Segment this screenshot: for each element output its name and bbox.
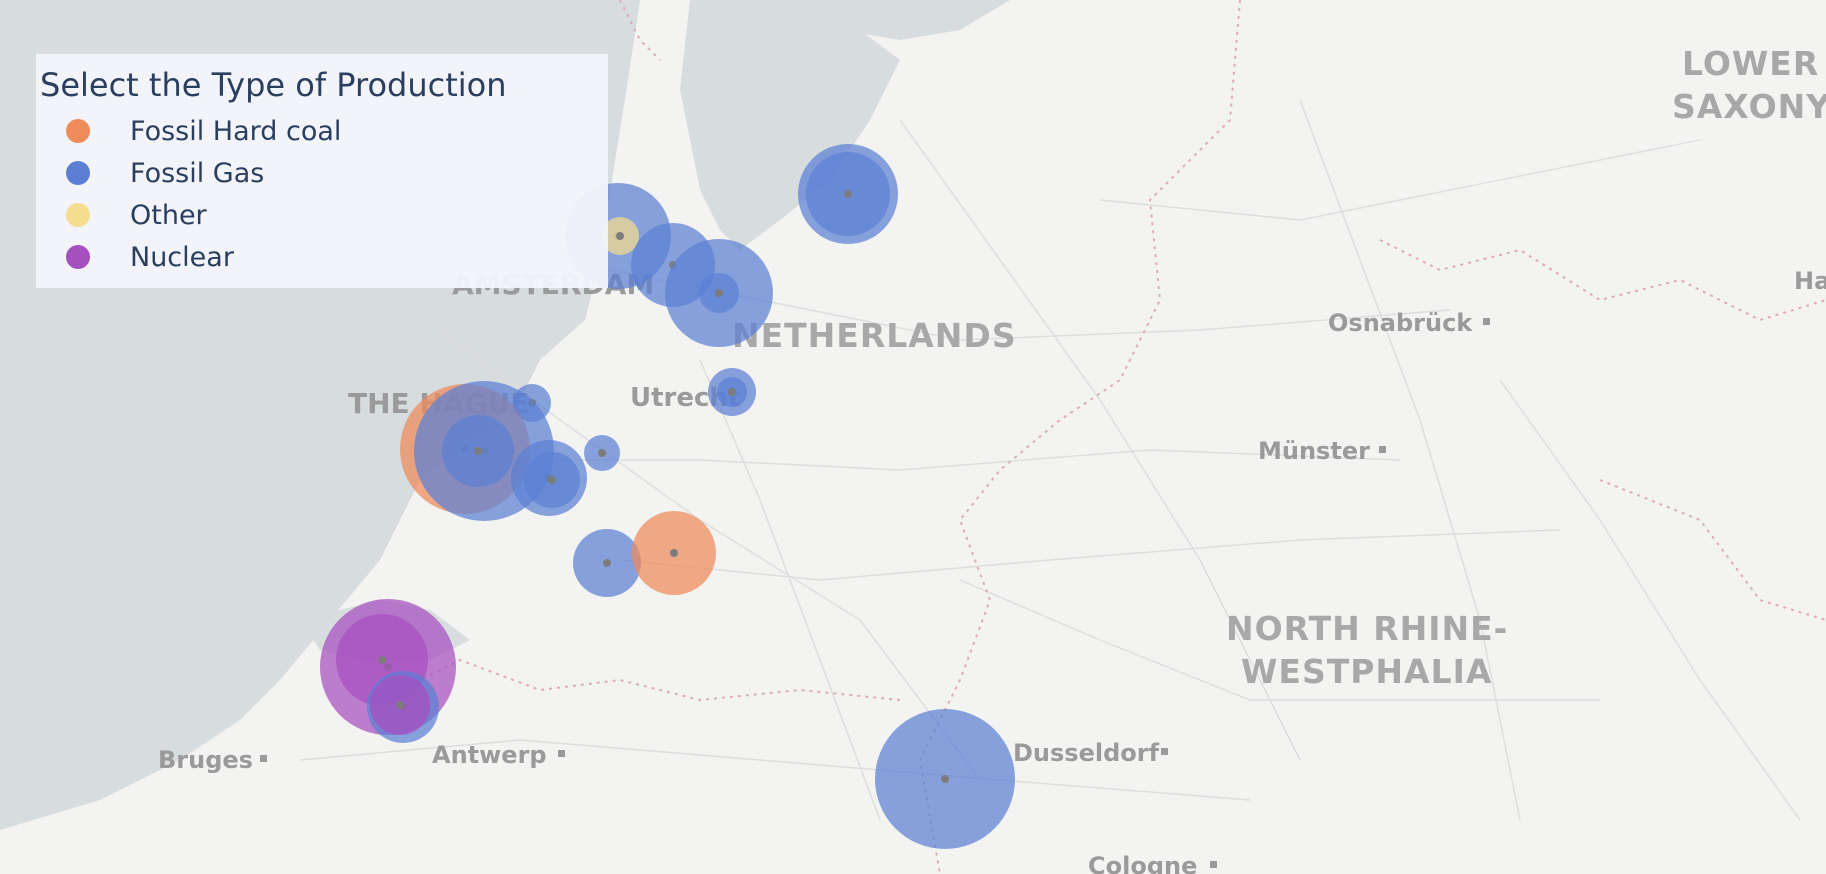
plant-marker-center-dot xyxy=(616,232,624,240)
legend-item-other[interactable]: Other xyxy=(40,194,608,236)
legend-swatch-nuclear xyxy=(66,245,90,269)
wadden xyxy=(770,0,1010,40)
city-dot-antwerp xyxy=(558,750,565,757)
plant-marker-center-dot xyxy=(728,388,736,396)
city-label-cologne: Cologne xyxy=(1088,852,1197,874)
legend-title: Select the Type of Production xyxy=(40,66,507,104)
ijsselmeer xyxy=(680,0,900,250)
country-label-netherlands: NETHERLANDS xyxy=(732,316,1017,355)
plant-marker-center-dot xyxy=(378,656,386,664)
plant-marker-center-dot xyxy=(598,449,606,457)
legend-swatch-fossil-gas xyxy=(66,161,90,185)
city-label-dusseldorf: Dusseldorf xyxy=(1013,739,1160,767)
legend-item-nuclear[interactable]: Nuclear xyxy=(40,236,608,278)
city-dot-osnabruck xyxy=(1483,318,1490,325)
region-label-nrw-2: WESTPHALIA xyxy=(1241,652,1492,691)
city-dot-bruges xyxy=(260,755,267,762)
plant-marker-center-dot xyxy=(548,476,556,484)
legend-label-nuclear: Nuclear xyxy=(130,241,234,273)
legend-label-other: Other xyxy=(130,199,207,231)
city-label-ha: Ha xyxy=(1794,267,1826,295)
legend-swatch-other xyxy=(66,203,90,227)
legend-item-fossil-gas[interactable]: Fossil Gas xyxy=(40,152,608,194)
plant-marker-center-dot xyxy=(396,701,404,709)
borders xyxy=(379,0,1826,874)
region-label-lower-saxony-1: LOWER xyxy=(1682,44,1819,83)
plant-markers[interactable] xyxy=(320,144,1015,849)
city-label-osnabruck: Osnabrück xyxy=(1328,309,1473,337)
city-label-munster: Münster xyxy=(1258,437,1370,465)
city-label-antwerp: Antwerp xyxy=(432,741,547,769)
region-label-lower-saxony-2: SAXONY xyxy=(1672,87,1826,126)
city-label-bruges: Bruges xyxy=(158,746,253,774)
plant-marker-center-dot xyxy=(715,289,723,297)
legend-swatch-fossil-hard-coal xyxy=(66,119,90,143)
plant-marker-center-dot xyxy=(474,447,482,455)
plant-marker-center-dot xyxy=(941,775,949,783)
legend-label-fossil-gas: Fossil Gas xyxy=(130,157,265,189)
city-dot-munster xyxy=(1379,446,1386,453)
plant-marker-center-dot xyxy=(670,549,678,557)
plant-marker-center-dot xyxy=(844,190,852,198)
legend-item-fossil-hard-coal[interactable]: Fossil Hard coal xyxy=(40,110,608,152)
legend-label-fossil-hard-coal: Fossil Hard coal xyxy=(130,115,342,147)
city-dot-dusseldorf xyxy=(1161,748,1168,755)
plant-marker-center-dot xyxy=(603,559,611,567)
city-dot-cologne xyxy=(1210,861,1217,868)
road-network xyxy=(299,99,1801,821)
region-label-nrw-1: NORTH RHINE- xyxy=(1226,609,1508,648)
legend: Select the Type of Production Fossil Har… xyxy=(36,54,608,288)
